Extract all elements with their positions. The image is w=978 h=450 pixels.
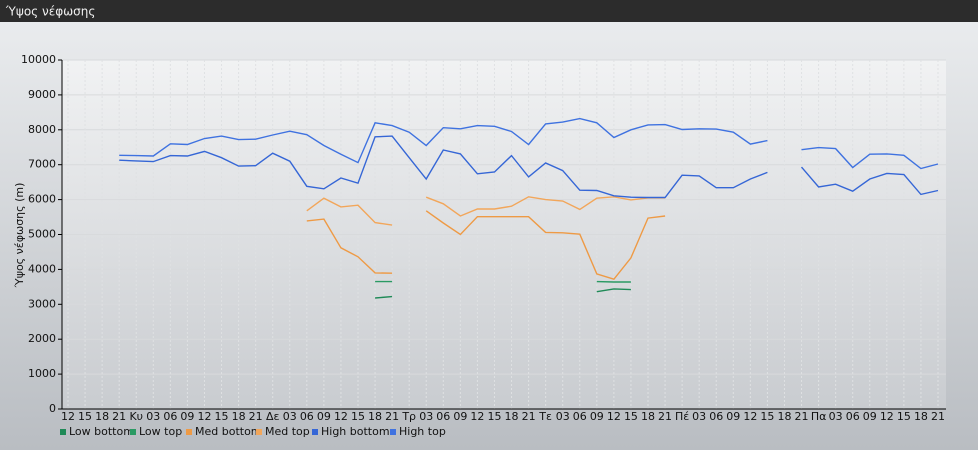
legend-label: Med top: [265, 425, 310, 438]
x-tick-label: 03: [829, 410, 843, 423]
x-tick-label: 06: [300, 410, 314, 423]
x-tick-label: 12: [607, 410, 621, 423]
x-tick-label: 15: [760, 410, 774, 423]
x-tick-label: 15: [487, 410, 501, 423]
x-tick-label: Κυ: [129, 410, 143, 423]
x-tick-label: 15: [897, 410, 911, 423]
y-tick-label: 5000: [28, 228, 56, 241]
x-tick-label: 09: [180, 410, 194, 423]
y-tick-label: 7000: [28, 158, 56, 171]
legend-swatch: [186, 429, 192, 435]
x-tick-label: 15: [624, 410, 638, 423]
x-tick-label: 21: [385, 410, 399, 423]
x-tick-label: Δε: [266, 410, 280, 423]
series-line: [306, 210, 666, 281]
x-tick-label: 06: [436, 410, 450, 423]
y-axis-label: Ύψος νέφωσης (m): [13, 183, 26, 289]
y-tick-label: 9000: [28, 88, 56, 101]
x-tick-label: 03: [692, 410, 706, 423]
x-tick-label: 12: [334, 410, 348, 423]
legend-label: Low top: [139, 425, 182, 438]
legend-label: High bottom: [321, 425, 390, 438]
x-tick-label: Τρ: [401, 410, 416, 423]
series-line: [119, 135, 939, 199]
x-tick-label: Πέ: [675, 410, 689, 423]
x-tick-label: 21: [249, 410, 263, 423]
x-tick-label: 18: [95, 410, 109, 423]
legend-swatch: [130, 429, 136, 435]
y-tick-label: 1000: [28, 367, 56, 380]
x-tick-label: 15: [78, 410, 92, 423]
x-tick-label: 12: [880, 410, 894, 423]
x-tick-label: 12: [197, 410, 211, 423]
legend-swatch: [256, 429, 262, 435]
legend-label: Med bottom: [195, 425, 262, 438]
series-line: [375, 288, 631, 299]
x-tick-label: Πα: [811, 410, 827, 423]
x-tick-label: 12: [743, 410, 757, 423]
x-tick-label: 18: [914, 410, 928, 423]
legend-swatch: [60, 429, 66, 435]
y-tick-label: 0: [49, 402, 56, 415]
y-tick-label: 2000: [28, 332, 56, 345]
x-tick-label: 18: [505, 410, 519, 423]
x-tick-label: 09: [863, 410, 877, 423]
y-tick-label: 3000: [28, 297, 56, 310]
window-title: Ύψος νέφωσης: [5, 5, 95, 19]
x-tick-label: 09: [453, 410, 467, 423]
x-tick-label: 06: [846, 410, 860, 423]
legend-label: High top: [399, 425, 446, 438]
x-tick-label: Τε: [538, 410, 552, 423]
x-tick-label: 18: [777, 410, 791, 423]
legend-swatch: [312, 429, 318, 435]
labels: 0 1000 2000 3000 4000 5000 6000 7000 8000 9000 100…: [21, 53, 945, 438]
x-tick-label: 09: [726, 410, 740, 423]
x-tick-label: 06: [573, 410, 587, 423]
legend-label: Low bottom: [69, 425, 134, 438]
y-tick-label: 10000: [21, 53, 56, 66]
x-tick-label: 21: [658, 410, 672, 423]
x-tick-label: 03: [556, 410, 570, 423]
x-tick-label: 09: [590, 410, 604, 423]
x-tick-label: 03: [419, 410, 433, 423]
y-tick-label: 8000: [28, 123, 56, 136]
x-tick-label: 09: [317, 410, 331, 423]
x-tick-label: 15: [215, 410, 229, 423]
x-tick-label: 21: [112, 410, 126, 423]
grid: [58, 59, 946, 410]
series-line: [119, 117, 939, 170]
x-tick-label: 15: [351, 410, 365, 423]
title-bar: [0, 0, 978, 22]
x-tick-label: 12: [61, 410, 75, 423]
legend-swatch: [390, 429, 396, 435]
x-tick-label: 21: [931, 410, 945, 423]
x-tick-label: 06: [163, 410, 177, 423]
y-tick-label: 4000: [28, 262, 56, 275]
series-line: [306, 196, 666, 226]
x-tick-label: 18: [232, 410, 246, 423]
series-lines: [119, 117, 939, 299]
x-tick-label: 18: [368, 410, 382, 423]
x-tick-label: 06: [709, 410, 723, 423]
y-tick-label: 6000: [28, 193, 56, 206]
x-tick-label: 03: [146, 410, 160, 423]
x-tick-label: 21: [795, 410, 809, 423]
x-tick-label: 21: [522, 410, 536, 423]
x-tick-label: 18: [641, 410, 655, 423]
x-tick-label: 12: [470, 410, 484, 423]
x-tick-label: 03: [283, 410, 297, 423]
